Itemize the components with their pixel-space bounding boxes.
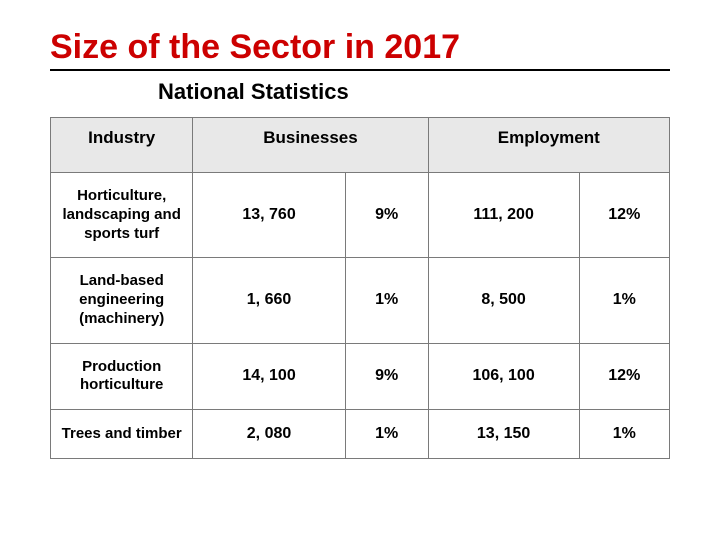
- cell-businesses-count: 1, 660: [193, 258, 345, 343]
- page-title: Size of the Sector in 2017: [50, 28, 670, 71]
- table-row: Horticulture, landscaping and sports tur…: [51, 173, 670, 258]
- cell-employment-count: 8, 500: [428, 258, 579, 343]
- table-row: Land-based engineering (machinery) 1, 66…: [51, 258, 670, 343]
- cell-businesses-pct: 1%: [345, 258, 428, 343]
- cell-employment-count: 13, 150: [428, 410, 579, 459]
- statistics-table: Industry Businesses Employment Horticult…: [50, 117, 670, 459]
- table-row: Trees and timber 2, 080 1% 13, 150 1%: [51, 410, 670, 459]
- header-employment: Employment: [428, 118, 669, 173]
- cell-industry: Trees and timber: [51, 410, 193, 459]
- header-industry: Industry: [51, 118, 193, 173]
- cell-businesses-pct: 9%: [345, 343, 428, 410]
- cell-businesses-count: 2, 080: [193, 410, 345, 459]
- cell-industry: Production horticulture: [51, 343, 193, 410]
- cell-businesses-count: 14, 100: [193, 343, 345, 410]
- cell-employment-pct: 1%: [579, 258, 669, 343]
- page-subtitle: National Statistics: [158, 79, 670, 105]
- header-businesses: Businesses: [193, 118, 428, 173]
- cell-employment-pct: 1%: [579, 410, 669, 459]
- cell-employment-pct: 12%: [579, 343, 669, 410]
- table-header-row: Industry Businesses Employment: [51, 118, 670, 173]
- cell-businesses-pct: 9%: [345, 173, 428, 258]
- cell-employment-count: 111, 200: [428, 173, 579, 258]
- cell-industry: Horticulture, landscaping and sports tur…: [51, 173, 193, 258]
- cell-employment-pct: 12%: [579, 173, 669, 258]
- cell-businesses-pct: 1%: [345, 410, 428, 459]
- cell-employment-count: 106, 100: [428, 343, 579, 410]
- table-row: Production horticulture 14, 100 9% 106, …: [51, 343, 670, 410]
- cell-businesses-count: 13, 760: [193, 173, 345, 258]
- cell-industry: Land-based engineering (machinery): [51, 258, 193, 343]
